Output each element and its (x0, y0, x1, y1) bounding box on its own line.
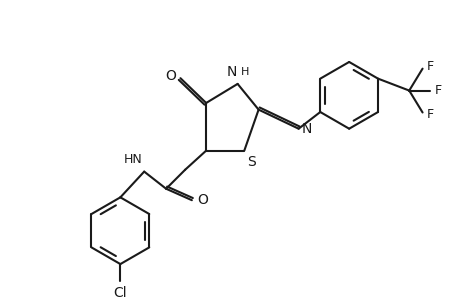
Text: HN: HN (123, 153, 142, 166)
Text: N: N (226, 65, 236, 79)
Text: F: F (425, 60, 432, 73)
Text: S: S (246, 155, 255, 170)
Text: Cl: Cl (113, 286, 127, 300)
Text: O: O (197, 193, 208, 207)
Text: O: O (165, 69, 176, 83)
Text: F: F (434, 84, 441, 97)
Text: H: H (240, 67, 248, 77)
Text: N: N (301, 122, 311, 136)
Text: F: F (425, 108, 432, 121)
